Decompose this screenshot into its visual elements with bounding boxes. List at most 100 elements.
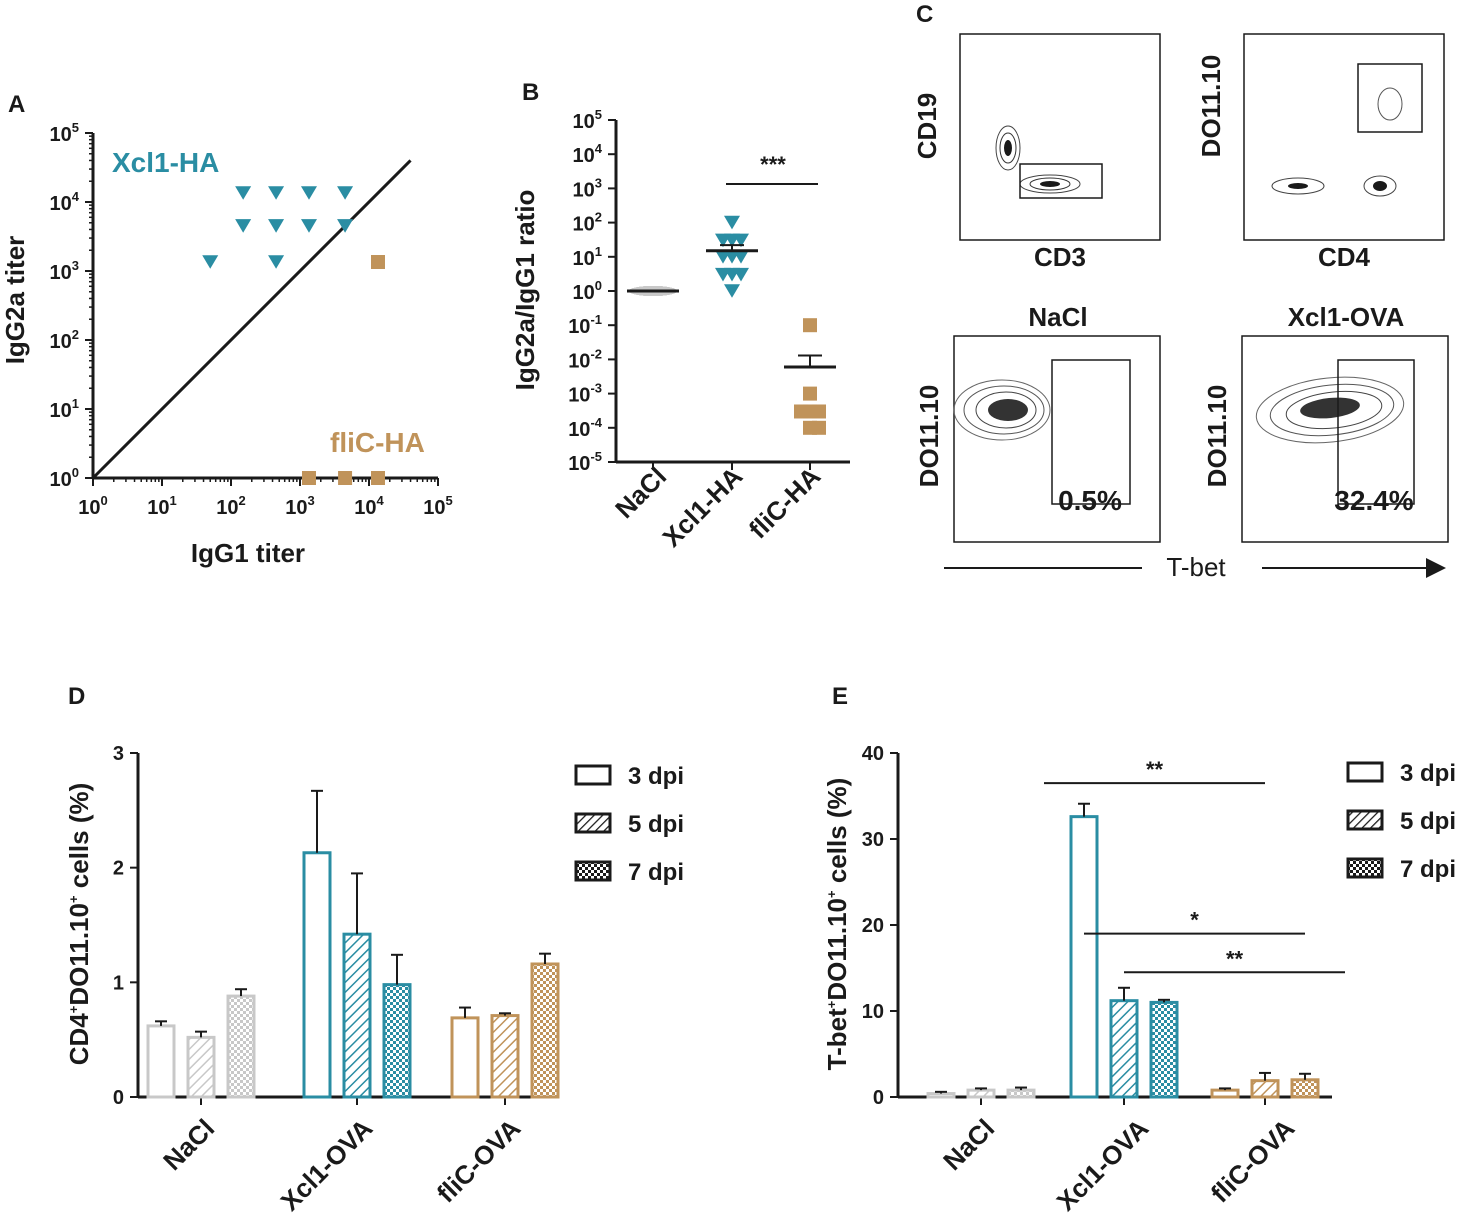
panel-a-marks [91,159,412,485]
panel-d-cat-nacl: NaCl [157,1113,220,1176]
flow-density-cd19 [995,125,1081,194]
bar-0-2 [1006,1088,1036,1099]
b-y-tick-label: 104 [573,141,603,167]
a-point-xcl1 [268,219,285,233]
gate-cd3 [1019,163,1103,199]
panel-d-ylabel-rest: DO11.10 [64,903,94,1006]
a-y-tick-label-base: 10 [50,331,72,353]
legend-label: 7 dpi [628,859,684,886]
a-point-xcl1 [337,186,354,200]
series-label-flic-ha: fliC-HA [330,427,425,458]
a-point-xcl1 [202,255,219,269]
flow-plot-cd4-do11 [1243,33,1445,241]
a-y-tick-label: 105 [50,120,79,146]
legend-swatch [1346,857,1384,879]
flow-xlabel-cd4: CD4 [1318,242,1371,272]
a-point-xcl1 [268,186,285,200]
b-y-tick-label: 10-1 [568,312,602,338]
bar-1-0 [1069,815,1099,1099]
b-point-xcl1 [715,250,731,264]
legend-label: 5 dpi [1400,808,1456,835]
b-y-tick-label: 10-3 [568,381,602,407]
a-point-xcl1 [300,186,317,200]
b-point-flic [812,404,826,419]
bar-1-1 [342,932,372,1099]
b-y-tick-label: 10-4 [568,415,603,441]
b-y-tick-label-exp: -4 [590,415,602,430]
a-y-tick-label-base: 10 [50,124,72,146]
panel-letter-d: D [68,683,85,710]
legend-swatch [574,764,612,786]
bar-0-0 [926,1092,956,1099]
e-sig-label: ** [1226,946,1244,971]
flow-pct-nacl: 0.5% [1058,485,1122,516]
panel-d-cat-flic: fliC-OVA [431,1113,527,1209]
b-point-xcl1 [715,267,731,282]
panel-b-cat-xcl1: Xcl1-HA [657,461,749,553]
panel-e-ylabel-tail: cells (%) [822,778,852,891]
flow-plot-nacl [953,335,1161,543]
gate-tbet-xcl1 [1337,359,1415,505]
a-point-xcl1 [268,255,285,269]
a-x-tick-label-exp: 2 [239,493,246,508]
a-y-tick-label-base: 10 [50,400,72,422]
a-x-tick-label: 104 [354,493,384,519]
bar-0-1 [966,1088,996,1099]
panel-b-sig-label: *** [760,152,786,177]
b-y-tick-label: 102 [573,210,602,236]
series-label-xcl1-ha: Xcl1-HA [112,147,219,178]
a-x-tick-label-exp: 0 [101,493,108,508]
b-y-tick-label-base: 10 [568,350,590,372]
panel-d-ylabel-tail: cells (%) [64,783,94,896]
flow-xlabel-cd3: CD3 [1034,242,1086,272]
panel-b-ylabel: IgG2a/IgG1 ratio [510,190,540,391]
b-y-tick-label-base: 10 [568,385,590,407]
a-y-tick-label: 100 [50,465,79,491]
legend-swatch [574,812,612,834]
panel-letter-e: E [832,683,848,710]
bar-1-1 [1109,999,1139,1099]
a-x-tick-label: 105 [423,493,452,519]
b-point-xcl1 [724,284,740,298]
bar-y-tick-label: 30 [862,829,884,851]
panel-d-axes: 0 1 2 3 [113,743,556,1109]
a-x-tick-label-exp: 4 [377,493,385,508]
panel-d-legend: 3 dpi 5 dpi 7 dpi [574,763,684,886]
a-y-tick-label: 102 [50,327,79,353]
panel-b-marks [627,215,836,435]
b-y-tick-label-exp: 1 [595,244,602,259]
b-y-tick-label-exp: -2 [590,346,602,361]
b-point-flic [794,404,808,419]
panel-e-ylabel-main: T-bet [822,1008,852,1070]
flow-density-cd4 [1271,87,1403,197]
a-y-tick-label-exp: 1 [72,396,79,411]
b-y-tick-label: 100 [573,278,602,304]
bar-0-2 [226,994,256,1099]
a-x-tick-label-base: 10 [285,497,307,519]
legend-label: 3 dpi [1400,760,1456,787]
a-x-tick-label-exp: 3 [308,493,315,508]
b-y-tick-label-exp: -1 [590,312,602,327]
panel-a-xlabel: IgG1 titer [191,538,305,568]
panel-a-ylabel: IgG2a titer [0,236,30,365]
a-point-flic [338,471,353,485]
flow-ylabel-nacl: DO11.10 [914,385,944,488]
b-y-tick-label-base: 10 [573,179,595,201]
panel-e-cat-xcl1: Xcl1-OVA [1051,1113,1155,1217]
a-point-xcl1 [300,219,317,233]
panel-d-cat-xcl1: Xcl1-OVA [275,1113,379,1217]
b-y-tick-label-base: 10 [568,419,590,441]
panel-b-cat-flic: fliC-HA [743,461,827,545]
a-y-tick-label: 101 [50,396,79,422]
panel-e-ylabel-sup2: + [824,890,839,898]
panel-e-legend: 3 dpi 5 dpi 7 dpi [1346,760,1456,883]
a-x-tick-label: 103 [285,493,314,519]
a-point-flic [370,255,385,270]
bar-y-tick-label: 0 [873,1087,884,1109]
panel-e-ylabel-sup: + [824,1000,839,1008]
a-point-flic [370,471,385,485]
e-sig-label: * [1190,908,1199,933]
